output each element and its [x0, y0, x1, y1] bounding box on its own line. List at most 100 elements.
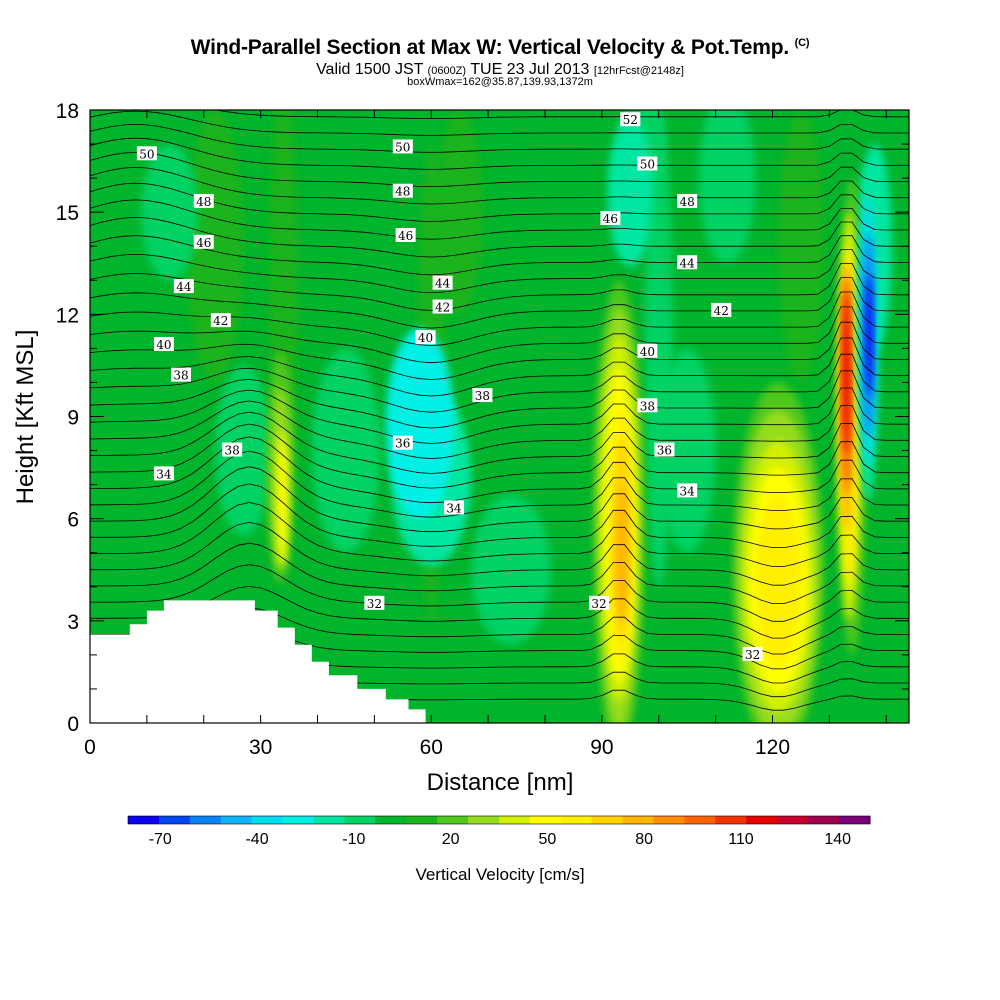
colorbar-label: Vertical Velocity [cm/s] — [415, 865, 584, 884]
theta-label-3: 44 — [173, 279, 194, 294]
theta-label-box — [173, 279, 194, 294]
theta-contour-line — [90, 400, 909, 459]
theta-label-text: 42 — [435, 301, 450, 315]
theta-label-text: 36 — [395, 437, 410, 451]
theta-label-6: 38 — [171, 367, 191, 383]
theta-contour-line — [90, 411, 909, 474]
velocity-plume-14 — [385, 327, 454, 519]
theta-label-15: 38 — [472, 388, 493, 403]
theta-contour-line — [90, 249, 909, 294]
colorbar-swatch — [808, 816, 840, 824]
theta-label-text: 40 — [156, 338, 171, 352]
colorbar-swatch — [684, 816, 716, 824]
colorbar-swatch — [282, 816, 314, 824]
theta-label-box — [711, 302, 732, 317]
theta-label-box — [392, 435, 413, 450]
velocity-plume-15 — [607, 116, 654, 267]
theta-contour-line — [90, 306, 909, 364]
theta-contour-line — [90, 277, 909, 329]
theta-label-text: 46 — [196, 236, 211, 250]
velocity-plume-7 — [141, 144, 199, 281]
theta-contour-line — [90, 521, 909, 586]
theta-contour-line — [90, 585, 909, 639]
colorbar-swatch — [158, 816, 191, 824]
x-axis-label: Distance [nm] — [427, 769, 574, 796]
theta-label-box — [392, 183, 413, 198]
theta-contour-line — [90, 263, 909, 311]
theta-contour-line — [90, 166, 909, 205]
theta-label-box — [153, 336, 174, 351]
theta-contour-line — [90, 450, 909, 518]
theta-label-box — [136, 146, 157, 161]
theta-label-18: 32 — [364, 595, 385, 611]
colorbar-swatch — [220, 816, 253, 824]
velocity-plume-5 — [471, 494, 551, 645]
theta-label-text: 38 — [640, 399, 655, 413]
y-tick-label: 15 — [56, 202, 79, 225]
velocity-plume-37 — [843, 290, 850, 454]
theta-label-26: 38 — [637, 398, 658, 413]
y-axis-label: Height [Kft MSL] — [12, 330, 39, 505]
axis-ticks — [89, 109, 909, 724]
theta-label-10: 48 — [392, 183, 413, 199]
colorbar-swatch — [622, 816, 655, 824]
colorbar-swatch — [653, 816, 685, 824]
theta-label-text: 34 — [156, 467, 172, 481]
theta-contour-line — [90, 370, 909, 429]
theta-contour-line — [90, 387, 909, 444]
velocity-plume-11 — [215, 365, 272, 536]
colorbar-tick-label: -10 — [342, 831, 365, 848]
theta-label-30: 32 — [742, 646, 763, 662]
theta-label-box — [472, 388, 493, 403]
theta-label-28: 34 — [677, 483, 698, 498]
colorbar-swatch — [468, 816, 500, 824]
theta-label-11: 46 — [395, 228, 416, 243]
colorbar-swatch — [777, 816, 809, 824]
theta-label-16: 36 — [392, 435, 413, 451]
theta-label-text: 32 — [745, 648, 760, 662]
theta-contour-line — [90, 502, 909, 567]
theta-label-text: 50 — [640, 157, 655, 171]
colorbar-tick-label: -40 — [245, 831, 268, 848]
theta-label-box — [637, 156, 658, 171]
colorbar-tick-label: 140 — [824, 831, 851, 848]
theta-label-box — [364, 595, 385, 610]
theta-label-text: 34 — [680, 484, 696, 498]
theta-label-box — [677, 193, 698, 208]
theta-contour-line — [90, 353, 909, 413]
theta-label-box — [171, 367, 191, 382]
theta-label-box — [193, 193, 214, 208]
colorbar-swatch — [715, 816, 747, 824]
theta-label-text: 38 — [475, 389, 490, 403]
colorbar-tick-label: 80 — [635, 831, 653, 848]
theta-label-text: 32 — [591, 597, 606, 611]
theta-label-0: 50 — [136, 146, 157, 161]
theta-label-text: 44 — [680, 256, 696, 270]
terrain-profile — [90, 600, 426, 723]
theta-contour-line — [90, 137, 909, 170]
theta-label-22: 46 — [600, 210, 621, 226]
theta-label-text: 32 — [367, 597, 382, 611]
colorbar-frame — [127, 815, 871, 825]
theta-contour-line — [90, 216, 909, 258]
theta-label-21: 48 — [677, 193, 698, 209]
theta-contour-line — [90, 564, 909, 622]
theta-label-box — [415, 330, 436, 345]
theta-label-5: 40 — [153, 336, 174, 352]
theta-contour-line — [90, 321, 909, 380]
theta-label-9: 50 — [392, 139, 413, 154]
theta-label-box — [392, 139, 413, 154]
theta-label-box — [620, 112, 641, 127]
velocity-plume-26 — [616, 484, 628, 621]
colorbar-swatch — [406, 816, 438, 824]
theta-label-box — [589, 595, 610, 610]
x-tick-label: 120 — [755, 736, 790, 759]
velocity-plume-8 — [698, 110, 756, 264]
colorbar-swatch — [591, 816, 624, 824]
y-tick-labels: 0 3 6 9 12 15 18 — [56, 100, 79, 736]
theta-label-1: 48 — [193, 193, 214, 209]
theta-label-box — [210, 313, 231, 328]
theta-label-box — [677, 255, 698, 270]
theta-label-20: 50 — [637, 156, 658, 171]
